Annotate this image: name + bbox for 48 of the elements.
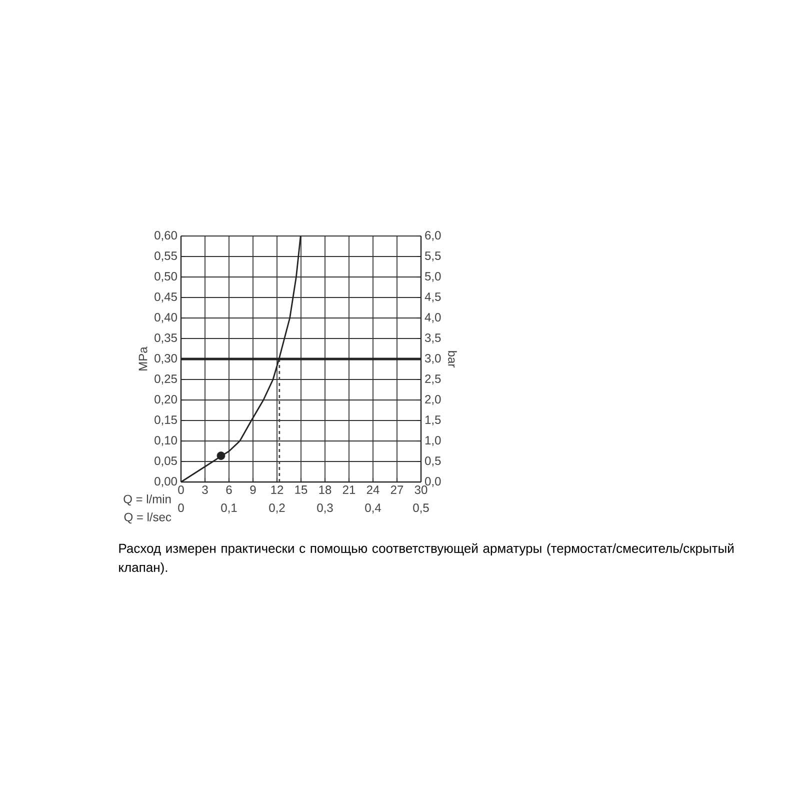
x-tick-label: 15: [295, 486, 308, 494]
y-tick-label: 0,45: [154, 292, 177, 302]
y-tick-label: 0,40: [154, 313, 178, 323]
y-tick-label: 0,20: [154, 395, 178, 405]
y2-tick-label: 1,5: [425, 416, 441, 426]
x-axis-title: Q = l/min: [124, 494, 171, 506]
x-tick-label: 3: [202, 486, 208, 494]
x-tick-label: 24: [366, 486, 380, 494]
x2-tick-label: 0,5: [413, 504, 429, 514]
y-tick-label: 0,05: [154, 456, 177, 466]
x-tick-label: 0: [178, 486, 184, 494]
y-tick-label: 0,10: [154, 436, 178, 446]
y2-tick-label: 3,5: [424, 334, 441, 344]
x-tick-label: 27: [390, 486, 404, 494]
text: Расход измерен практически с помощью соответствующей арматуры (термостат/смеситель/скрытый клапан).: [119, 543, 734, 575]
y-tick-label: 0,50: [154, 272, 178, 282]
x2-tick-label: 0,2: [269, 504, 285, 514]
y2-tick-label: 5,0: [425, 272, 441, 282]
x-tick-label: 21: [342, 486, 356, 494]
y2-tick-label: 4,0: [424, 313, 441, 323]
x2-axis-title: Q = l/sec: [124, 512, 172, 524]
y2-tick-label: 5,5: [425, 252, 441, 262]
y2-tick-label: 6,0: [425, 231, 441, 241]
x-tick-label: 12: [271, 486, 284, 494]
x2-tick-label: 0,4: [365, 504, 381, 514]
y-tick-label: 0,25: [154, 374, 177, 384]
x2-tick-label: 0: [178, 504, 184, 512]
y2-tick-label: 0,0: [425, 477, 441, 487]
y2-axis-title: bar: [448, 351, 457, 368]
x-tick-label: 18: [319, 486, 332, 494]
y2-tick-label: 2,0: [425, 395, 441, 405]
y-tick-label: 0,55: [154, 252, 177, 262]
x-tick-label: 9: [250, 486, 256, 494]
x-tick-label: 6: [226, 486, 232, 494]
y-tick-label: 0,30: [154, 354, 178, 364]
x-tick-label: 30: [414, 486, 428, 494]
y2-tick-label: 0,5: [425, 456, 441, 466]
y-tick-label: 0,60: [154, 231, 178, 241]
x2-tick-label: 0,1: [221, 504, 237, 514]
y-tick-label: 0,15: [154, 416, 177, 426]
y-tick-label: 0,00: [154, 477, 178, 487]
y2-tick-label: 3,0: [424, 354, 441, 364]
y2-tick-label: 2,5: [425, 374, 441, 384]
y2-tick-label: 4,5: [424, 292, 441, 302]
y2-tick-label: 1,0: [425, 436, 441, 446]
x2-tick-label: 0,3: [317, 504, 333, 514]
y-tick-label: 0,35: [154, 334, 177, 344]
y-axis-title: MPa: [138, 346, 148, 370]
